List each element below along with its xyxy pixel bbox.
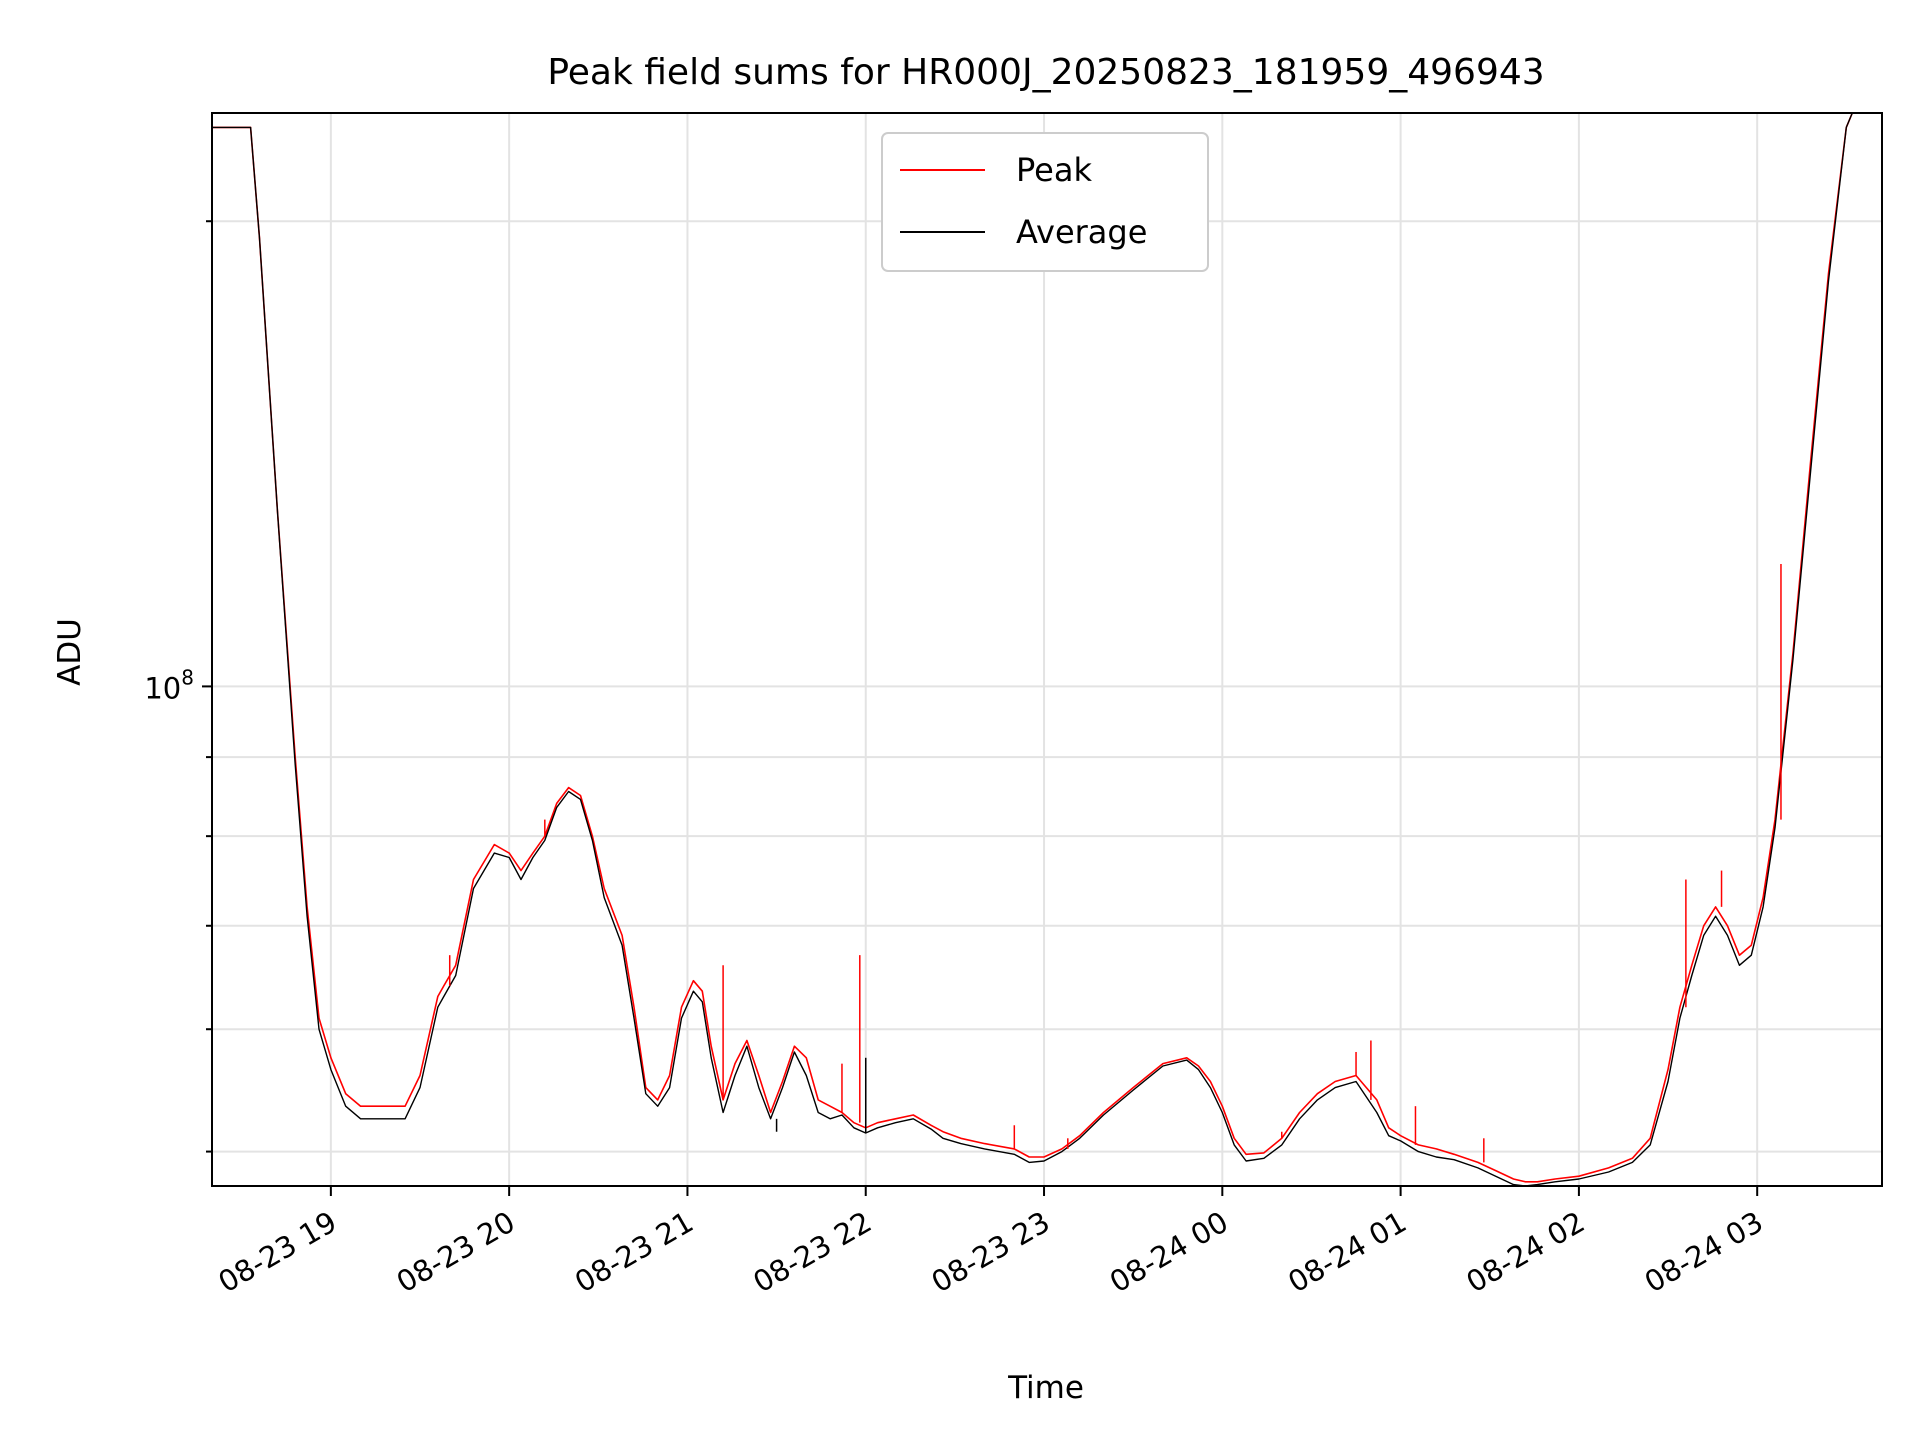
legend-box bbox=[881, 132, 1209, 272]
legend-label-peak: Peak bbox=[1016, 151, 1092, 189]
plot-frame bbox=[211, 112, 1883, 1187]
series-line-average bbox=[212, 113, 1853, 1186]
y-axis-label: ADU bbox=[52, 618, 88, 686]
plot-area bbox=[212, 113, 1854, 1186]
legend-label-average: Average bbox=[1016, 213, 1147, 251]
x-axis-label: Time bbox=[1007, 1370, 1084, 1406]
series-line-peak bbox=[212, 113, 1854, 1183]
y-tick-label: 108 bbox=[144, 665, 194, 705]
chart-title: Peak field sums for HR000J_20250823_1819… bbox=[547, 52, 1544, 93]
legend: Peak Average bbox=[881, 132, 1209, 272]
